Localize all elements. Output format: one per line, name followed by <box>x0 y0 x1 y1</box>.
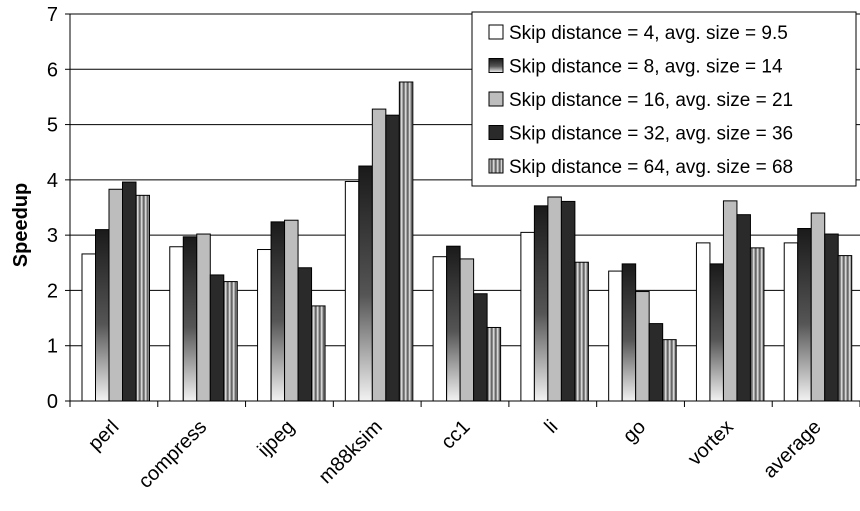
bar <box>783 242 799 402</box>
bar <box>635 291 650 402</box>
bar <box>749 247 765 402</box>
bar <box>182 236 198 402</box>
bar <box>122 181 137 402</box>
bar <box>398 81 414 402</box>
y-tick-label: 6 <box>47 59 58 81</box>
bar <box>459 258 475 402</box>
axes <box>69 14 860 407</box>
y-tick-label: 5 <box>47 115 58 137</box>
bar <box>736 214 751 402</box>
x-category-label: ijpeg <box>254 416 299 461</box>
x-category-label: cc1 <box>437 416 475 454</box>
bar <box>371 108 387 402</box>
bar <box>344 181 360 402</box>
y-tick-label: 0 <box>47 391 58 413</box>
bar <box>547 196 562 402</box>
legend-entry: Skip distance = 4, avg. size = 9.5 <box>509 23 788 44</box>
bar <box>270 221 286 402</box>
bar <box>695 242 711 402</box>
legend-entry: Skip distance = 32, avg. size = 36 <box>509 124 793 145</box>
y-tick-labels: 0 1 2 3 4 5 6 7 <box>47 4 58 413</box>
bar <box>209 274 225 402</box>
y-tick-label: 3 <box>47 225 58 247</box>
y-tick-label: 2 <box>47 280 58 302</box>
legend-swatch <box>488 125 504 140</box>
x-category-label: go <box>619 416 650 447</box>
bar <box>797 228 812 402</box>
x-category-label: compress <box>134 416 211 493</box>
bar <box>135 194 150 402</box>
legend-swatch <box>488 58 504 73</box>
bar <box>837 255 853 402</box>
bar <box>385 114 400 402</box>
bar <box>257 249 272 402</box>
bar <box>446 245 461 402</box>
legend-swatch <box>488 158 504 174</box>
bar <box>608 270 623 402</box>
bar <box>284 219 299 402</box>
x-category-label: m88ksim <box>315 416 387 488</box>
bar <box>311 305 326 402</box>
legend-entry: Skip distance = 64, avg. size = 68 <box>509 157 793 178</box>
x-category-label: li <box>540 416 562 438</box>
y-tick-label: 7 <box>47 4 58 26</box>
bar <box>81 253 96 402</box>
y-axis-label: Speedup <box>10 183 32 267</box>
legend: Skip distance = 4, avg. size = 9.5 Skip d… <box>471 11 857 187</box>
x-category-label: average <box>759 416 826 483</box>
bar <box>648 323 664 402</box>
bar <box>108 188 123 402</box>
bar <box>533 205 549 402</box>
y-tick-label: 1 <box>47 336 58 358</box>
bar <box>297 267 313 402</box>
bar <box>824 233 839 402</box>
bar <box>473 293 488 402</box>
bar <box>486 326 502 402</box>
legend-swatch <box>488 91 504 107</box>
bar <box>196 233 211 402</box>
bar <box>560 200 576 402</box>
x-category-label: vortex <box>684 416 738 470</box>
bar <box>223 281 238 402</box>
bar <box>722 200 738 402</box>
bar <box>520 231 535 402</box>
x-category-label: perl <box>84 416 123 455</box>
bar <box>621 263 637 402</box>
bar <box>662 339 677 402</box>
legend-entry: Skip distance = 16, avg. size = 21 <box>509 90 793 111</box>
legend-entry: Skip distance = 8, avg. size = 14 <box>509 57 783 78</box>
bar <box>432 256 448 402</box>
bar <box>810 212 826 402</box>
bar <box>358 165 373 402</box>
bar <box>169 246 184 402</box>
bar <box>574 261 589 402</box>
bar <box>709 263 724 402</box>
y-tick-label: 4 <box>47 170 58 192</box>
legend-swatch <box>488 24 504 40</box>
bar <box>95 229 110 402</box>
legend-box <box>471 11 857 187</box>
x-category-labels: perl compress ijpeg m88ksim cc1 li go vortex ave… <box>84 416 825 493</box>
